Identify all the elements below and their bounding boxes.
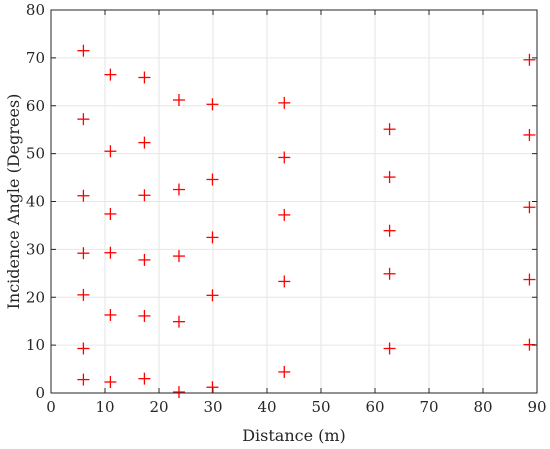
data-point-plus-marker	[206, 231, 219, 244]
data-point-plus-marker	[278, 275, 291, 288]
data-point-plus-marker	[138, 372, 151, 385]
data-point-plus-marker	[206, 173, 219, 186]
data-point-plus-marker	[104, 246, 117, 259]
data-point-plus-marker	[104, 68, 117, 81]
x-tick-label: 40	[257, 398, 276, 416]
y-tick-label: 60	[26, 97, 45, 115]
x-tick-label: 70	[419, 398, 438, 416]
y-axis-label: Incidence Angle (Degrees)	[4, 94, 23, 310]
x-tick-label: 10	[95, 398, 114, 416]
data-point-plus-marker	[278, 365, 291, 378]
y-tick-label: 20	[26, 288, 45, 306]
data-point-plus-marker	[278, 208, 291, 221]
data-point-plus-marker	[77, 342, 90, 355]
y-tick-label: 50	[26, 145, 45, 163]
data-point-plus-marker	[383, 123, 396, 136]
y-axis-ticks: 0 10 20 30 40 50 60 70 80	[26, 1, 537, 402]
data-point-plus-marker	[278, 96, 291, 109]
y-tick-label: 0	[35, 384, 45, 402]
x-tick-label: 90	[527, 398, 546, 416]
data-point-plus-marker	[383, 171, 396, 184]
x-tick-label: 60	[365, 398, 384, 416]
data-point-plus-marker	[523, 53, 536, 66]
y-tick-label: 30	[26, 240, 45, 258]
data-point-plus-marker	[172, 250, 185, 263]
data-point-plus-marker	[104, 145, 117, 158]
data-point-plus-marker	[77, 247, 90, 260]
data-point-plus-marker	[206, 381, 219, 394]
data-point-plus-marker	[104, 207, 117, 220]
x-tick-label: 30	[203, 398, 222, 416]
data-point-plus-marker	[138, 136, 151, 149]
data-point-plus-marker	[523, 128, 536, 141]
y-tick-label: 10	[26, 336, 45, 354]
data-point-plus-marker	[104, 375, 117, 388]
grid	[50, 9, 538, 394]
x-axis-ticks: 0 10 20 30 40 50 60 70 80 90	[46, 10, 547, 416]
data-point-plus-marker	[172, 386, 185, 399]
data-point-plus-marker	[77, 113, 90, 126]
data-point-plus-marker	[172, 315, 185, 328]
data-point-plus-marker	[77, 189, 90, 202]
data-point-plus-marker	[138, 309, 151, 322]
data-point-plus-marker	[278, 151, 291, 164]
data-points	[77, 44, 536, 399]
data-point-plus-marker	[77, 373, 90, 386]
data-point-plus-marker	[523, 201, 536, 214]
data-point-plus-marker	[172, 94, 185, 107]
data-point-plus-marker	[138, 189, 151, 202]
data-point-plus-marker	[523, 273, 536, 286]
data-point-plus-marker	[383, 342, 396, 355]
x-tick-label: 20	[149, 398, 168, 416]
data-point-plus-marker	[77, 44, 90, 57]
x-tick-label: 0	[46, 398, 56, 416]
data-point-plus-marker	[172, 183, 185, 196]
y-tick-label: 80	[26, 1, 45, 19]
data-point-plus-marker	[383, 224, 396, 237]
y-tick-label: 70	[26, 49, 45, 67]
data-point-plus-marker	[104, 308, 117, 321]
data-point-plus-marker	[206, 289, 219, 302]
x-tick-label: 80	[473, 398, 492, 416]
x-tick-label: 50	[311, 398, 330, 416]
x-axis-label: Distance (m)	[242, 426, 346, 445]
data-point-plus-marker	[138, 253, 151, 266]
data-point-plus-marker	[206, 98, 219, 111]
data-point-plus-marker	[383, 267, 396, 280]
data-point-plus-marker	[77, 288, 90, 301]
data-point-plus-marker	[138, 71, 151, 84]
y-tick-label: 40	[26, 193, 45, 211]
